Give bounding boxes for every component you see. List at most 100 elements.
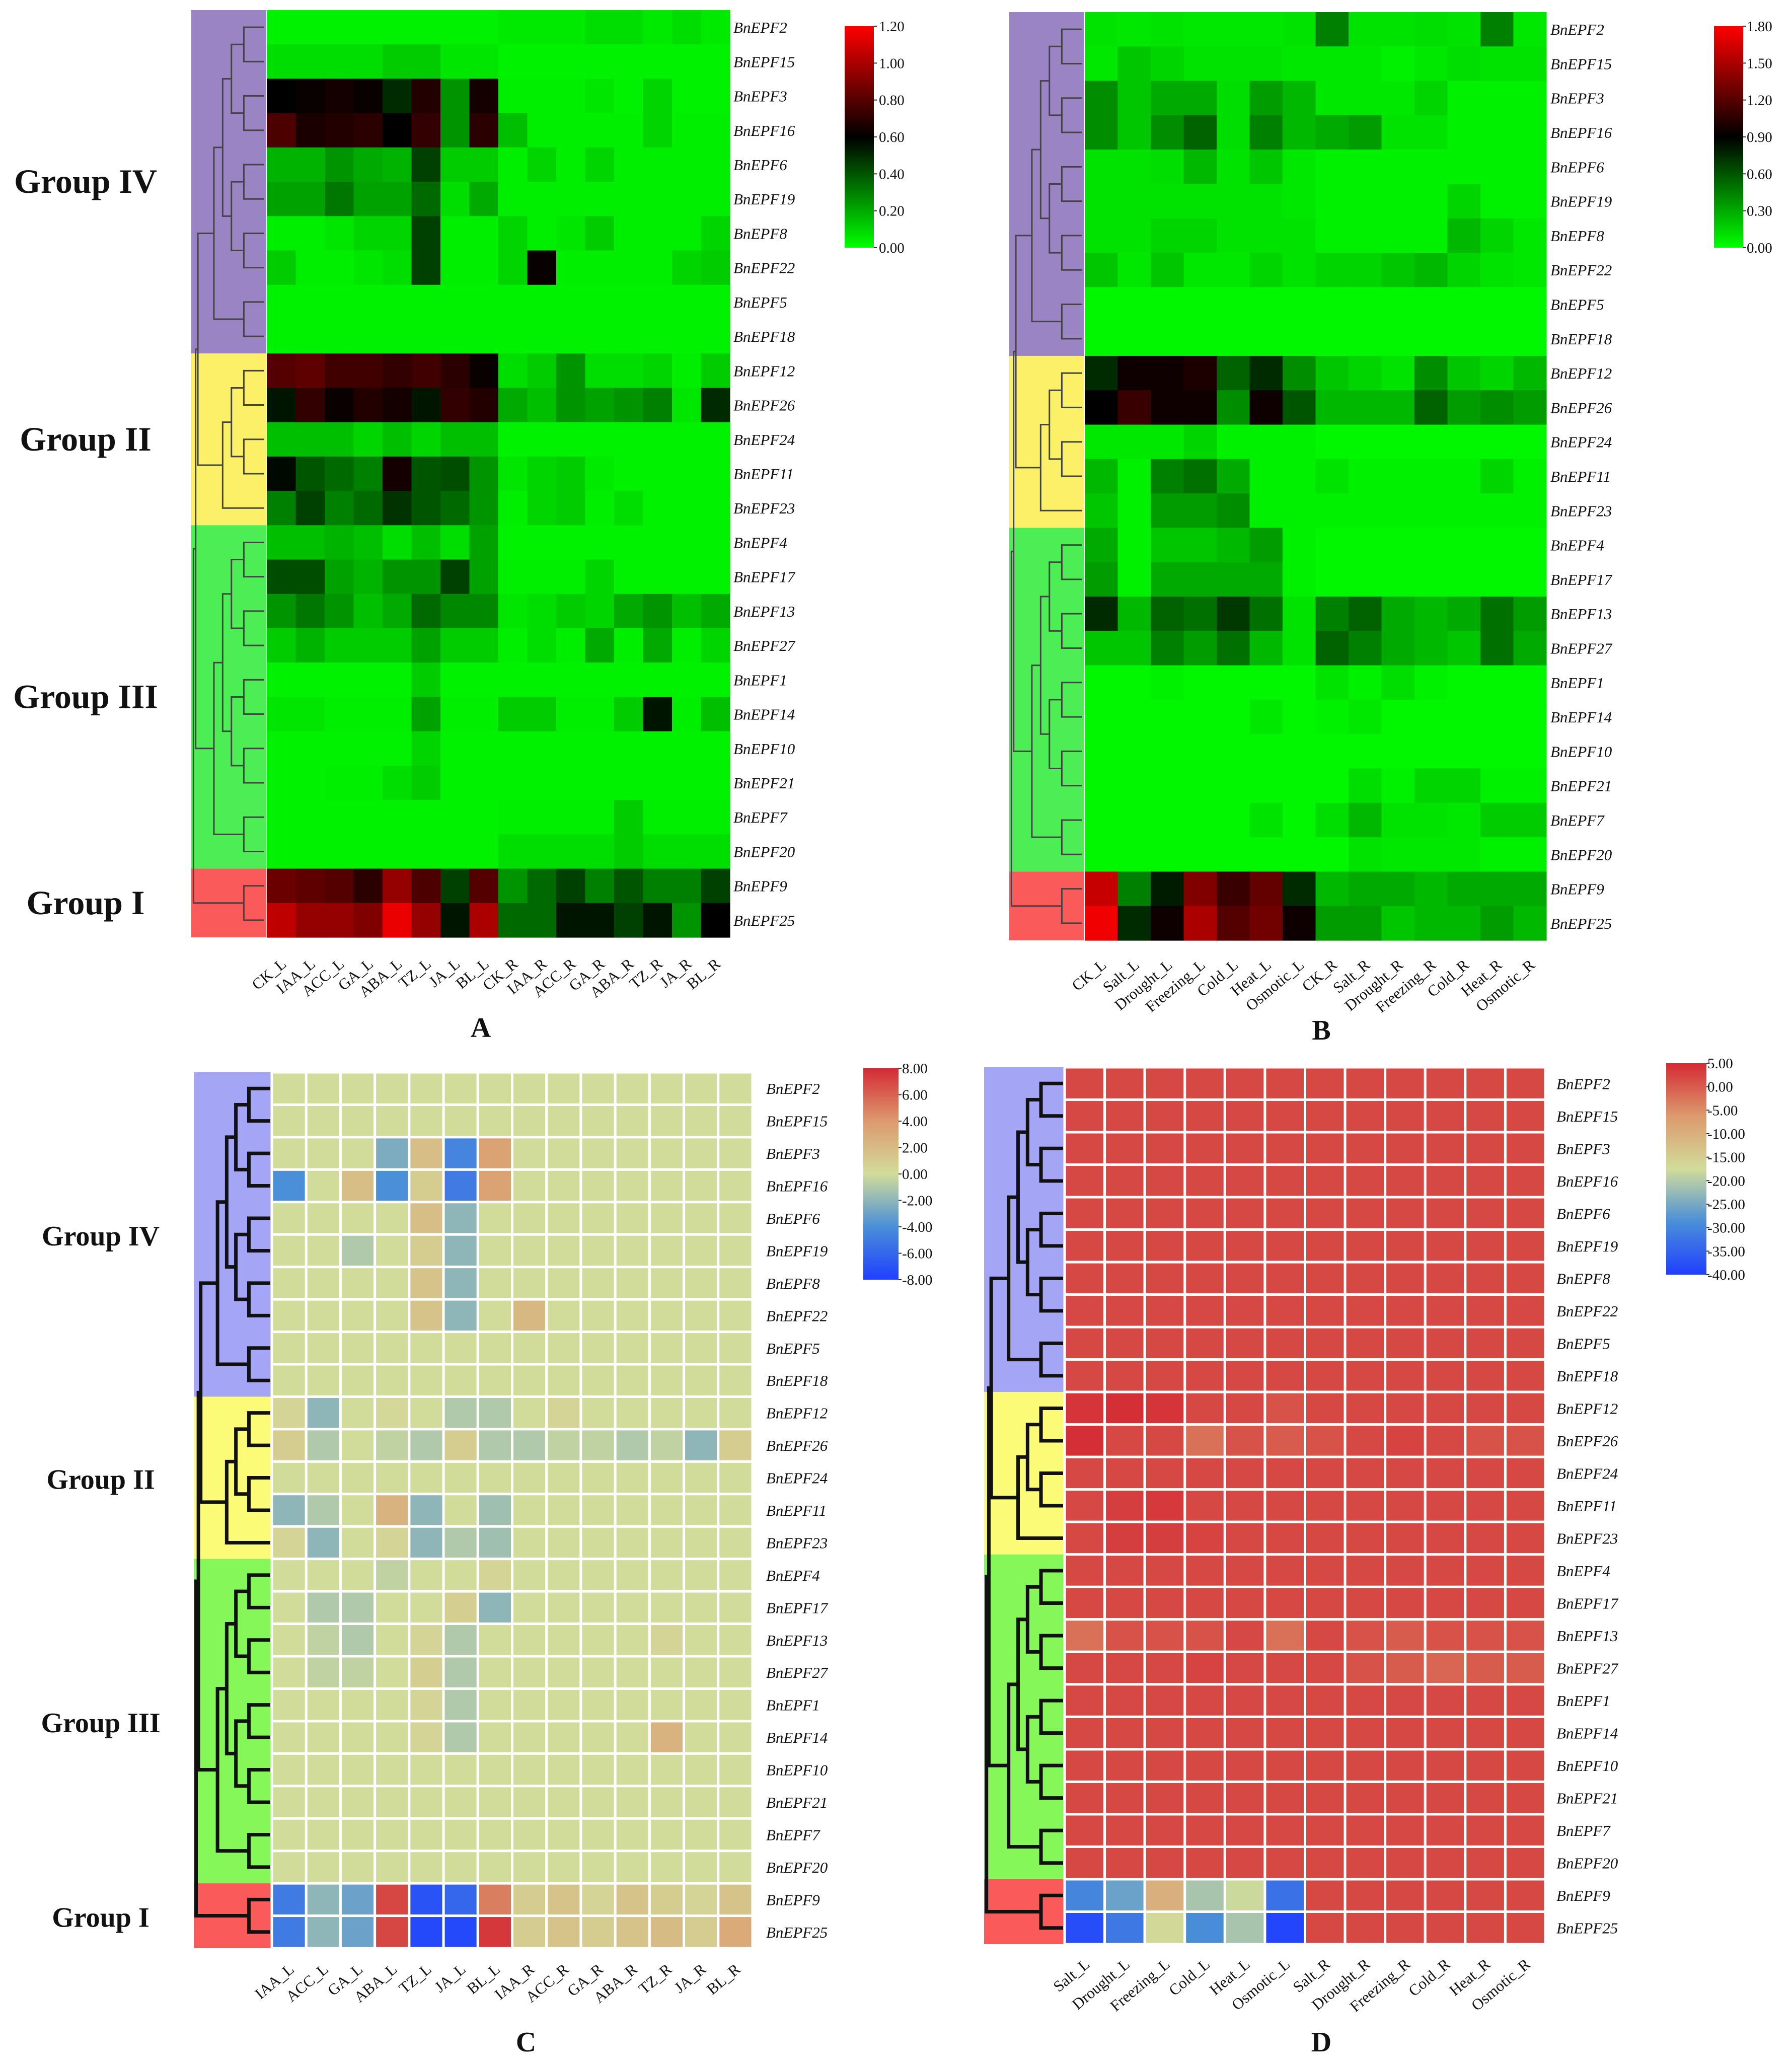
heatmap-cell [498,44,528,80]
heatmap-cell [383,491,412,526]
heatmap-cell [717,1817,754,1853]
heatmap-cell [305,1623,342,1658]
heatmap-cell [442,1201,479,1236]
heatmap-cell [1249,321,1283,356]
heatmap-cell [440,525,470,560]
heatmap-cell [1183,1196,1226,1231]
heatmap-cell [1143,1488,1186,1523]
heatmap-cell [1151,871,1184,907]
heatmap-cell [295,525,325,560]
heatmap-cell [1343,1780,1387,1816]
colorbar-tick-label: 1.20 [1747,93,1772,109]
heatmap-cell [325,216,354,251]
heatmap-cell [476,1266,513,1301]
heatmap-cell [1223,1813,1266,1848]
heatmap-cell [1447,81,1481,116]
heatmap-cell [614,1590,651,1626]
heatmap-cell [1384,1910,1427,1946]
heatmap-cell [440,834,470,869]
heatmap-cell [701,800,730,835]
heatmap-cell [1117,665,1151,700]
heatmap-cell [305,1395,342,1431]
heatmap-cell [614,800,644,835]
heatmap-cell [1143,1390,1186,1426]
colorbar-tick-label: 8.00 [902,1061,928,1077]
heatmap-cell [1424,1715,1467,1751]
heatmap-cell [353,559,383,595]
gene-label: BnEPF2 [1556,1075,1610,1092]
heatmap-cell [556,216,586,251]
heatmap-cell [469,765,499,800]
heatmap-cell [1283,253,1316,287]
heatmap-cell [1343,1813,1387,1848]
heatmap-cell [353,491,383,526]
heatmap-cell [1447,150,1481,185]
heatmap-cell [1447,631,1481,666]
heatmap-cell [527,697,557,732]
heatmap-cell [1143,1261,1186,1296]
heatmap-cell [267,79,296,114]
heatmap-cell [1103,1196,1146,1231]
gene-label: BnEPF19 [766,1242,828,1260]
colorbar-tick-label: 0.00 [1747,240,1772,256]
heatmap-cell [1263,1748,1307,1783]
gene-label: BnEPF23 [766,1534,828,1552]
heatmap-cell [527,662,557,698]
heatmap-cell [1283,493,1316,529]
heatmap-cell [1117,459,1151,494]
heatmap-cell [353,79,383,114]
heatmap-cell [270,1914,308,1950]
heatmap-cell [701,903,730,938]
colorbar-tick-label: -6.00 [902,1246,932,1262]
heatmap-cell [408,1785,445,1820]
heatmap-cell [614,147,644,182]
heatmap-cell [498,697,528,732]
heatmap-cell [1384,1423,1427,1458]
heatmap-cell [585,868,615,904]
heatmap-cell [353,113,383,148]
heatmap-cell [1349,562,1382,597]
heatmap-cell [305,1752,342,1788]
gene-label: BnEPF14 [1550,708,1612,726]
heatmap-cell [440,113,470,148]
heatmap-cell [1143,1878,1186,1913]
heatmap-cell [295,284,325,320]
heatmap-cell [1223,1228,1266,1264]
heatmap-cell [1315,562,1349,597]
heatmap-cell [1315,493,1349,529]
heatmap-cell [1223,1910,1266,1946]
heatmap-cell [383,284,412,320]
heatmap-cell [383,765,412,800]
heatmap-cell [1183,287,1217,322]
heatmap-cell [469,868,499,904]
heatmap-cell [1424,1325,1467,1361]
heatmap-cell [498,594,528,629]
heatmap-cell [339,1785,377,1820]
heatmap-cell [1304,1163,1347,1199]
heatmap-cell [325,353,354,389]
heatmap-cell [440,422,470,457]
heatmap-cell [545,1623,582,1658]
heatmap-cell [672,903,702,938]
heatmap-cell [1151,802,1184,838]
heatmap-cell [1143,1683,1186,1718]
gene-label: BnEPF12 [1550,364,1612,382]
heatmap-cell [1447,562,1481,597]
heatmap-cell [270,1882,308,1918]
heatmap-cell [411,765,441,800]
heatmap-cell [1217,46,1250,82]
heatmap-cell [1343,1131,1387,1166]
heatmap-cell [374,1266,411,1301]
gene-label: BnEPF3 [1556,1140,1610,1157]
heatmap-cell [717,1428,754,1463]
heatmap-cell [683,1168,720,1204]
heatmap-cell [579,1558,617,1593]
heatmap-cell [1085,528,1118,563]
heatmap-cell [717,1850,754,1885]
heatmap-cell [1424,1520,1467,1556]
heatmap-cell [305,1817,342,1853]
heatmap-cell [498,319,528,354]
heatmap-cell [476,1201,513,1236]
gene-label: BnEPF1 [1550,674,1604,692]
